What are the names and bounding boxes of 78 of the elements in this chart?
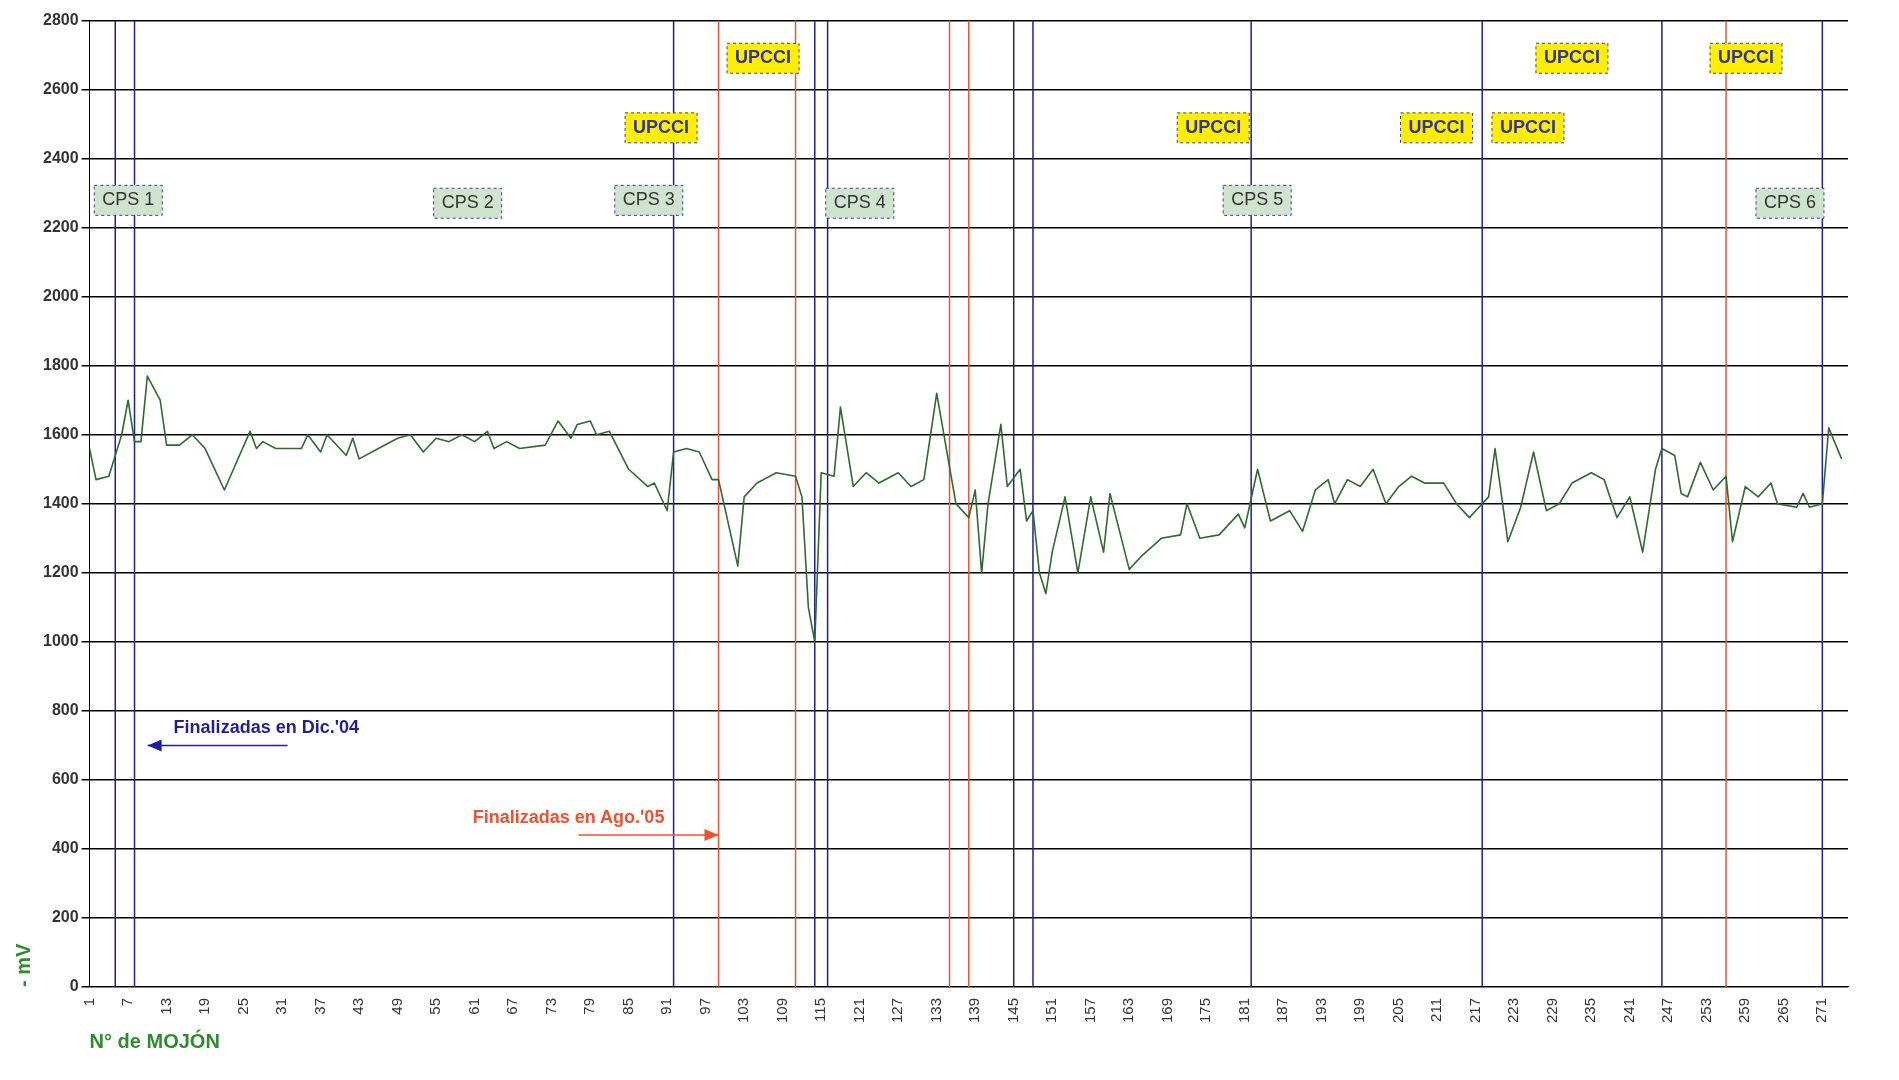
x-tick-label: 271 <box>1812 997 1830 1023</box>
annotation: CPS 5 <box>1231 189 1284 210</box>
x-tick-label: 265 <box>1773 997 1791 1023</box>
x-tick-label: 97 <box>695 997 713 1015</box>
y-tick-label: 1000 <box>43 632 79 650</box>
x-tick-label: 163 <box>1119 997 1137 1023</box>
x-tick-label: 43 <box>349 997 367 1015</box>
x-tick-label: 199 <box>1350 997 1368 1023</box>
x-tick-label: 235 <box>1581 997 1599 1023</box>
x-tick-label: 217 <box>1465 997 1483 1023</box>
x-tick-label: 31 <box>272 997 290 1015</box>
y-tick-label: 1800 <box>43 356 79 374</box>
y-tick-label: 2800 <box>43 11 79 29</box>
y-tick-label: 2400 <box>43 149 79 167</box>
x-tick-label: 7 <box>118 997 136 1007</box>
x-tick-label: 205 <box>1388 997 1406 1023</box>
annotation: CPS 3 <box>622 189 675 210</box>
x-tick-label: 259 <box>1735 997 1753 1023</box>
y-tick-label: 1200 <box>43 563 79 581</box>
annotation: UPCCI <box>735 47 792 68</box>
annotation: UPCCI <box>633 116 690 137</box>
annotation: Finalizadas en Ago.'05 <box>472 807 665 828</box>
x-tick-label: 109 <box>772 997 790 1023</box>
annotation: CPS 2 <box>441 192 494 213</box>
y-tick-label: 0 <box>69 977 79 995</box>
x-tick-label: 61 <box>464 997 482 1015</box>
x-tick-label: 37 <box>310 997 328 1015</box>
x-tick-label: 253 <box>1696 997 1714 1023</box>
annotation: Finalizadas en Dic.'04 <box>173 717 359 738</box>
y-tick-label: 2200 <box>43 218 79 236</box>
x-tick-label: 67 <box>503 997 521 1015</box>
x-tick-label: 169 <box>1157 997 1175 1023</box>
x-axis-title: N° de MOJÓN <box>89 1028 220 1052</box>
x-tick-label: 103 <box>734 997 752 1023</box>
x-tick-label: 79 <box>580 997 598 1015</box>
x-tick-label: 193 <box>1311 997 1329 1023</box>
y-tick-label: 1400 <box>43 494 79 512</box>
y-tick-label: 2000 <box>43 287 79 305</box>
x-tick-label: 127 <box>888 997 906 1023</box>
y-tick-label: 1600 <box>43 425 79 443</box>
y-tick-label: 800 <box>51 701 79 719</box>
x-tick-label: 157 <box>1080 997 1098 1023</box>
x-tick-label: 91 <box>657 997 675 1015</box>
annotation: CPS 6 <box>1763 192 1816 213</box>
annotation: UPCCI <box>1499 116 1556 137</box>
x-tick-label: 139 <box>965 997 983 1023</box>
annotation: UPCCI <box>1185 116 1242 137</box>
y-tick-label: 200 <box>51 908 79 926</box>
x-tick-label: 187 <box>1273 997 1291 1023</box>
x-tick-label: 49 <box>387 997 405 1015</box>
y-axis-title: - mV <box>11 942 34 987</box>
x-tick-label: 55 <box>426 997 444 1015</box>
x-tick-label: 121 <box>849 997 867 1023</box>
x-tick-label: 229 <box>1542 997 1560 1023</box>
x-tick-label: 175 <box>1196 997 1214 1023</box>
x-tick-label: 241 <box>1619 997 1637 1023</box>
annotation: UPCCI <box>1718 47 1775 68</box>
x-tick-label: 145 <box>1003 997 1021 1023</box>
x-tick-label: 1 <box>79 997 97 1007</box>
x-tick-label: 19 <box>195 997 213 1015</box>
annotation: CPS 1 <box>102 189 155 210</box>
x-tick-label: 223 <box>1504 997 1522 1023</box>
x-tick-label: 247 <box>1658 997 1676 1023</box>
x-tick-label: 73 <box>541 997 559 1015</box>
x-tick-label: 115 <box>811 997 829 1022</box>
annotation: CPS 4 <box>833 192 886 213</box>
annotation: UPCCI <box>1543 47 1600 68</box>
x-tick-label: 25 <box>233 997 251 1015</box>
x-tick-label: 133 <box>926 997 944 1023</box>
x-tick-label: 85 <box>618 997 636 1015</box>
y-tick-label: 2600 <box>43 80 79 98</box>
annotation: UPCCI <box>1408 116 1465 137</box>
y-tick-label: 400 <box>51 839 79 857</box>
x-tick-label: 151 <box>1042 997 1060 1023</box>
x-tick-label: 181 <box>1234 997 1252 1023</box>
x-tick-label: 13 <box>156 997 174 1015</box>
y-tick-label: 600 <box>51 770 79 788</box>
x-tick-label: 211 <box>1427 997 1445 1022</box>
